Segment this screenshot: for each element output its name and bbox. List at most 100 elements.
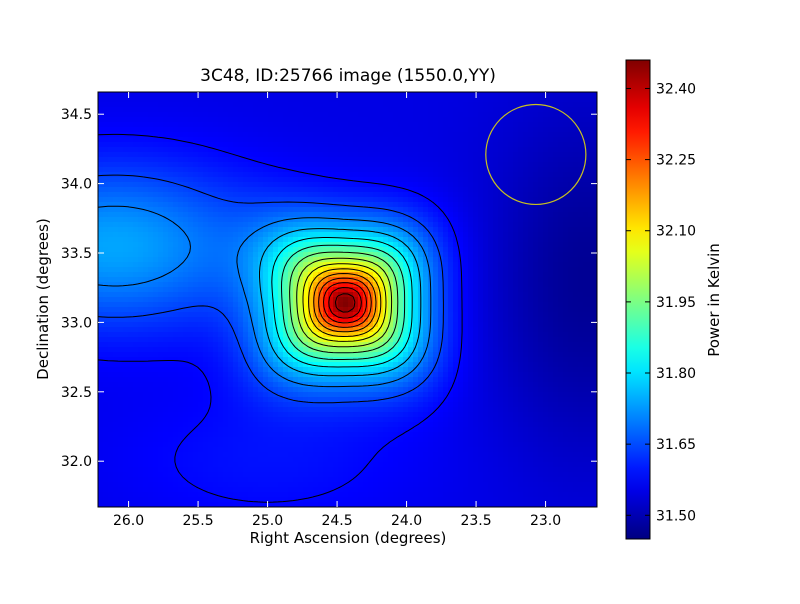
heatmap-cell — [438, 112, 444, 118]
heatmap-cell — [188, 162, 194, 168]
heatmap-cell — [438, 222, 444, 228]
heatmap-cell — [108, 107, 114, 113]
heatmap-cell — [588, 172, 594, 178]
heatmap-cell — [363, 212, 369, 218]
heatmap-cell — [148, 232, 154, 238]
heatmap-cell — [328, 232, 334, 238]
heatmap-cell — [568, 337, 574, 343]
heatmap-cell — [193, 112, 199, 118]
heatmap-cell — [368, 187, 374, 193]
heatmap-cell — [273, 147, 279, 153]
heatmap-cell — [338, 137, 344, 143]
heatmap-cell — [478, 142, 484, 148]
heatmap-cell — [288, 207, 294, 213]
heatmap-cell — [543, 262, 549, 268]
heatmap-cell — [138, 202, 144, 208]
heatmap-cell — [533, 157, 539, 163]
heatmap-cell — [358, 197, 364, 203]
heatmap-cell — [573, 257, 579, 263]
heatmap-cell — [508, 252, 514, 258]
heatmap-cell — [178, 172, 184, 178]
heatmap-cell — [463, 297, 469, 303]
heatmap-cell — [303, 102, 309, 108]
heatmap-cell — [218, 122, 224, 128]
heatmap-cell — [418, 257, 424, 263]
heatmap-cell — [428, 207, 434, 213]
heatmap-cell — [488, 257, 494, 263]
heatmap-cell — [563, 307, 569, 313]
heatmap-cell — [343, 247, 349, 253]
heatmap-cell — [458, 302, 464, 308]
heatmap-cell — [548, 242, 554, 248]
heatmap-cell — [553, 262, 559, 268]
heatmap-cell — [558, 237, 564, 243]
heatmap-cell — [353, 117, 359, 123]
heatmap-cell — [468, 242, 474, 248]
heatmap-cell — [328, 192, 334, 198]
heatmap-cell — [153, 177, 159, 183]
heatmap-cell — [508, 242, 514, 248]
heatmap-cell — [558, 252, 564, 258]
heatmap-cell — [193, 102, 199, 108]
heatmap-cell — [213, 157, 219, 163]
heatmap-cell — [453, 202, 459, 208]
heatmap-cell — [488, 317, 494, 323]
heatmap-cell — [363, 167, 369, 173]
heatmap-cell — [328, 132, 334, 138]
heatmap-cell — [348, 152, 354, 158]
heatmap-cell — [388, 107, 394, 113]
heatmap-cell — [313, 197, 319, 203]
heatmap-cell — [123, 177, 129, 183]
heatmap-cell — [293, 292, 299, 298]
heatmap-cell — [433, 312, 439, 318]
heatmap-cell — [538, 132, 544, 138]
heatmap-cell — [268, 117, 274, 123]
heatmap-cell — [143, 332, 149, 338]
heatmap-cell — [353, 97, 359, 103]
heatmap-cell — [128, 142, 134, 148]
heatmap-cell — [388, 122, 394, 128]
heatmap-cell — [468, 222, 474, 228]
heatmap-cell — [143, 152, 149, 158]
heatmap-cell — [173, 277, 179, 283]
heatmap-cell — [503, 102, 509, 108]
heatmap-cell — [203, 127, 209, 133]
heatmap-cell — [118, 252, 124, 258]
heatmap-cell — [133, 317, 139, 323]
heatmap-cell — [373, 112, 379, 118]
heatmap-cell — [103, 327, 109, 333]
heatmap-cell — [218, 132, 224, 138]
heatmap-cell — [518, 117, 524, 123]
heatmap-cell — [388, 152, 394, 158]
heatmap-cell — [133, 217, 139, 223]
heatmap-cell — [213, 152, 219, 158]
heatmap-cell — [563, 227, 569, 233]
heatmap-cell — [228, 232, 234, 238]
heatmap-cell — [173, 117, 179, 123]
heatmap-cell — [383, 227, 389, 233]
heatmap-cell — [508, 262, 514, 268]
heatmap-cell — [218, 282, 224, 288]
heatmap-cell — [373, 132, 379, 138]
heatmap-cell — [323, 192, 329, 198]
heatmap-cell — [178, 177, 184, 183]
heatmap-cell — [578, 317, 584, 323]
heatmap-cell — [293, 127, 299, 133]
heatmap-cell — [533, 282, 539, 288]
heatmap-cell — [193, 167, 199, 173]
heatmap-cell — [248, 262, 254, 268]
heatmap-cell — [143, 322, 149, 328]
heatmap-cell — [243, 232, 249, 238]
heatmap-cell — [473, 307, 479, 313]
heatmap-cell — [483, 322, 489, 328]
heatmap-cell — [228, 262, 234, 268]
heatmap-cell — [168, 152, 174, 158]
heatmap-cell — [98, 272, 104, 278]
heatmap-cell — [503, 157, 509, 163]
heatmap-cell — [163, 262, 169, 268]
heatmap-cell — [118, 102, 124, 108]
heatmap-cell — [183, 177, 189, 183]
heatmap-cell — [333, 122, 339, 128]
heatmap-cell — [268, 217, 274, 223]
heatmap-cell — [178, 297, 184, 303]
